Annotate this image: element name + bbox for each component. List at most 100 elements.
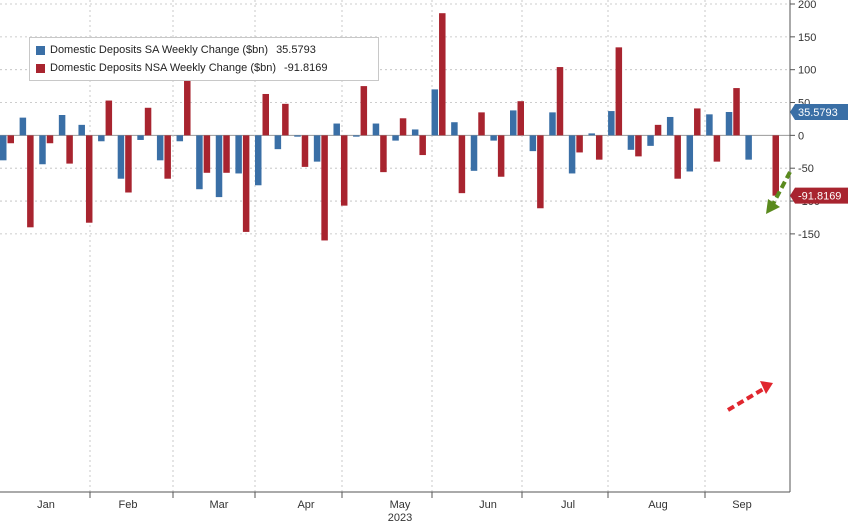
- bar-nsa: [360, 86, 368, 136]
- y-tick-label: -150: [798, 229, 820, 241]
- bar-sa: [549, 112, 556, 136]
- legend-value-sa: 35.5793: [276, 44, 316, 56]
- bar-sa: [19, 117, 27, 136]
- legend: Domestic Deposits SA Weekly Change ($bn)…: [29, 37, 379, 81]
- x-tick-label: May: [390, 499, 411, 511]
- bar-nsa: [380, 135, 387, 173]
- bar-nsa: [46, 135, 54, 144]
- bar-nsa: [399, 118, 407, 136]
- last-value-label-nsa-box: [790, 187, 848, 204]
- bar-sa: [215, 135, 223, 198]
- y-tick-label: 0: [798, 130, 804, 142]
- bar-nsa: [694, 108, 701, 136]
- bar-nsa: [556, 67, 564, 136]
- bar-sa: [510, 110, 517, 136]
- bar-nsa: [733, 88, 740, 136]
- bar-sa: [470, 135, 478, 171]
- bar-sa: [568, 135, 576, 174]
- bar-sa: [372, 123, 380, 136]
- legend-swatch-sa: [36, 45, 45, 55]
- bar-sa: [294, 135, 301, 137]
- bar-nsa: [262, 93, 269, 136]
- bar-sa: [608, 111, 615, 136]
- bar-sa: [0, 135, 7, 161]
- bar-sa: [274, 135, 282, 150]
- bar-sa: [313, 135, 321, 162]
- bar-sa: [451, 122, 458, 136]
- bar-nsa: [654, 124, 662, 136]
- bar-sa: [411, 129, 419, 136]
- x-tick-label: Aug: [648, 499, 668, 511]
- bar-sa: [490, 135, 497, 141]
- y-tick-label: 200: [798, 0, 816, 11]
- bar-sa: [647, 135, 654, 146]
- bar-nsa: [537, 135, 544, 209]
- bar-nsa: [321, 135, 328, 241]
- x-tick-label: Mar: [210, 499, 229, 511]
- bar-nsa: [478, 112, 485, 136]
- arrowhead-red-nsa: [760, 381, 773, 394]
- x-tick-label: Sep: [732, 499, 752, 511]
- x-tick-label: Jun: [479, 499, 497, 511]
- legend-value-nsa: -91.8169: [284, 62, 328, 74]
- bar-sa: [235, 135, 242, 174]
- bar-nsa: [713, 135, 721, 162]
- arrowhead-green-sa: [766, 199, 780, 214]
- bar-sa: [529, 135, 537, 152]
- arrow-green-sa: [770, 171, 792, 207]
- bar-sa: [156, 135, 164, 161]
- bar-nsa: [458, 135, 466, 194]
- bar-nsa: [164, 135, 171, 179]
- bar-nsa: [125, 135, 132, 193]
- x-tick-label: Jan: [37, 499, 55, 511]
- bar-nsa: [66, 135, 73, 164]
- bar-nsa: [497, 135, 505, 177]
- bar-nsa: [576, 135, 583, 153]
- bar-nsa: [223, 135, 230, 173]
- bar-sa: [666, 116, 674, 136]
- bar-nsa: [27, 135, 34, 228]
- bar-nsa: [144, 107, 152, 136]
- x-axis-year-label: 2023: [388, 512, 412, 524]
- bar-nsa: [595, 135, 603, 160]
- y-tick-label: 100: [798, 65, 816, 77]
- legend-swatch-nsa: [36, 63, 45, 73]
- bar-sa: [196, 135, 203, 190]
- legend-item-nsa: Domestic Deposits NSA Weekly Change ($bn…: [36, 59, 372, 77]
- bars: [0, 13, 779, 241]
- bar-sa: [137, 135, 144, 140]
- bar-sa: [98, 135, 105, 142]
- bar-sa: [255, 135, 262, 186]
- bar-nsa: [85, 135, 93, 223]
- bar-sa: [176, 135, 184, 142]
- bar-sa: [58, 114, 66, 136]
- last-value-label-sa-box: [790, 103, 848, 120]
- bar-sa: [745, 135, 752, 160]
- bar-nsa: [615, 47, 623, 136]
- legend-label-nsa: Domestic Deposits NSA Weekly Change ($bn…: [50, 62, 277, 74]
- bar-sa: [392, 135, 399, 141]
- last-value-label-nsa: -91.8169: [798, 191, 841, 203]
- bar-nsa: [242, 135, 250, 232]
- legend-item-sa: Domestic Deposits SA Weekly Change ($bn)…: [36, 41, 372, 59]
- x-tick-label: Apr: [297, 499, 314, 511]
- bar-nsa: [184, 80, 191, 136]
- bar-sa: [686, 135, 694, 172]
- y-tick-label: -50: [798, 163, 814, 175]
- bar-sa: [588, 133, 595, 136]
- bar-nsa: [772, 135, 779, 196]
- bar-sa: [706, 114, 713, 136]
- bar-nsa: [635, 135, 642, 157]
- bar-nsa: [340, 135, 348, 206]
- bar-sa: [333, 123, 340, 136]
- bar-sa: [78, 124, 85, 136]
- bar-sa: [353, 135, 360, 137]
- bar-nsa: [439, 13, 446, 136]
- bar-nsa: [674, 135, 681, 179]
- annotations: [726, 171, 792, 412]
- bar-sa: [39, 135, 46, 165]
- legend-label-sa: Domestic Deposits SA Weekly Change ($bn): [50, 44, 269, 56]
- x-tick-label: Jul: [561, 499, 575, 511]
